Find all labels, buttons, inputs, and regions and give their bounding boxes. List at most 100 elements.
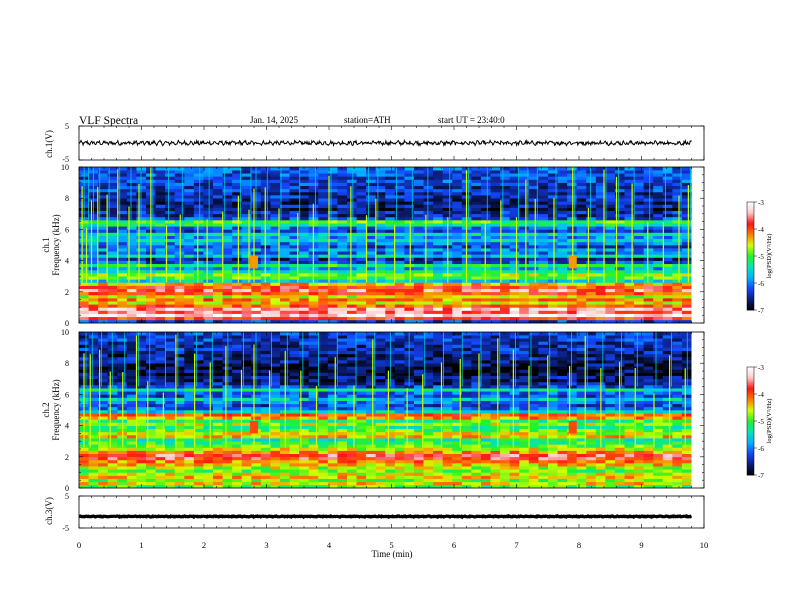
ch2-spectrogram-cell [88, 453, 99, 458]
ch1-spectrogram-cell [318, 220, 329, 224]
ch1-spectrogram-cell [165, 182, 176, 187]
ch1-spectrogram-cell [279, 226, 290, 230]
ch2-spectrogram-cell [528, 459, 539, 464]
ch2-spectrogram-cell [308, 456, 319, 461]
ch2-spectrogram-cell [653, 444, 664, 448]
ch1-spectrogram-cell [442, 291, 453, 296]
ch1-spectrogram-cell [366, 310, 377, 314]
ch2-spectrogram-cell [423, 481, 434, 486]
ch2-spectrogram-cell [653, 441, 664, 445]
ch1-spectrogram-cell [576, 282, 587, 286]
ch2-spectrogram-cell [519, 431, 530, 436]
ch1-spectrogram-cell [681, 260, 692, 265]
ch1-spectrogram-cell [653, 251, 664, 255]
ch1-spectrogram-cell [79, 248, 89, 252]
ch1-spectrogram-cell [98, 201, 109, 205]
ch1-spectrogram-cell [193, 201, 204, 205]
ch1-spectrogram-cell [576, 310, 587, 314]
ch2-spectrogram-cell [251, 475, 262, 479]
ch1-spectrogram-cell [595, 291, 606, 296]
ch2-spectrogram-cell [241, 422, 252, 426]
ch1-spectrogram-cell [165, 319, 176, 324]
ch1-spectrogram-cell [605, 276, 616, 280]
ch1-spectrogram-cell [576, 313, 587, 318]
ch2-spectrogram-cell [557, 469, 568, 473]
ch1-spectrogram-cell [653, 319, 664, 324]
ch1-spectrogram-cell [337, 223, 348, 227]
ch1-spectrogram-cell [88, 263, 99, 268]
ch1-spectrogram-cell [289, 245, 300, 249]
ch1-spectrogram-cell [662, 273, 673, 277]
ch1-spectrogram-cell [174, 185, 185, 190]
ch1-spectrogram-cell [241, 195, 252, 199]
ch1-spectrogram-cell [404, 170, 415, 174]
ch2-spectrogram-cell [576, 447, 587, 451]
ch2-spectrogram-cell [289, 478, 300, 483]
ch2-spectrogram-cell [681, 484, 692, 489]
ch1-spectrogram-cell [337, 285, 348, 289]
ch2-spectrogram-cell [452, 428, 463, 433]
ch1-spectrogram-cell [88, 288, 99, 293]
ch2-spectrogram-cell [643, 484, 654, 489]
ch1-spectrogram-cell [356, 245, 367, 249]
ch2-spectrogram-cell [145, 456, 156, 461]
ch2-spectrogram-cell [136, 425, 147, 430]
ch1-spectrogram-cell [643, 238, 654, 243]
ch2-spectrogram-cell [547, 447, 558, 451]
ch2-spectrogram-cell [509, 459, 520, 464]
ch2-spectrogram-cell [480, 422, 491, 426]
ch1-spectrogram-cell [346, 291, 357, 296]
ch2-spectrogram-cell [394, 453, 405, 458]
ch1-spectrogram-cell [270, 288, 281, 293]
ch2-spectrogram-cell [98, 434, 109, 439]
ch2-spectrogram-cell [576, 466, 587, 470]
ch2-spectrogram-cell [681, 422, 692, 426]
ch1-spectrogram-cell [184, 238, 195, 243]
ch1-spectrogram-cell [289, 198, 300, 202]
ch2-spectrogram-cell [79, 459, 89, 464]
ch1-spectrogram-cell [327, 241, 338, 246]
ch1-spectrogram-cell [385, 319, 396, 324]
ch1-spectrogram-cell [547, 204, 558, 208]
ch2-spectrogram-cell [289, 466, 300, 470]
ch2-spectrogram-cell [433, 484, 444, 489]
ch2-spectrogram-cell [79, 466, 89, 470]
ch2-spectrogram-cell [193, 425, 204, 430]
ch1-spectrogram-cell [375, 195, 386, 199]
ch2-spectrogram-cell [557, 459, 568, 464]
ch2-spectrogram-cell [346, 434, 357, 439]
ch1-spectrogram-cell [117, 182, 128, 187]
ch1-spectrogram-cell [595, 204, 606, 208]
ch2-spectrogram-cell [155, 469, 166, 473]
ch1-spectrogram-cell [385, 307, 396, 311]
ch1-spectrogram-cell [193, 195, 204, 199]
ch2-spectrogram-cell [509, 463, 520, 467]
ch1-spectrogram-cell [308, 191, 319, 196]
ch1-spectrogram-cell [509, 195, 520, 199]
ch2-spectrogram-cell [107, 425, 118, 430]
ch2-spectrogram-cell [356, 453, 367, 458]
ch1-spectrogram-cell [576, 319, 587, 324]
ch1-spectrogram-cell [203, 279, 214, 283]
ch2-spectrogram-cell [672, 438, 683, 442]
ch2-spectrogram-cell [346, 456, 357, 461]
ch1-spectrogram-cell [289, 185, 300, 190]
ch1-spectrogram-cell [203, 298, 214, 302]
ch1-spectrogram-cell [136, 307, 147, 311]
ch1-spectrogram-cell [653, 310, 664, 314]
ch2-spectrogram-cell [203, 447, 214, 451]
ch1-spectrogram-cell [337, 195, 348, 199]
ch2-spectrogram-cell [634, 450, 645, 454]
ch1-spectrogram-cell [79, 260, 89, 265]
ch1-spectrogram-cell [662, 285, 673, 289]
ch1-spectrogram-cell [184, 223, 195, 227]
ch2-spectrogram-cell [442, 428, 453, 433]
ch1-spectrogram-cell [471, 273, 482, 277]
ch1-spectrogram-cell [279, 191, 290, 196]
ch1-spectrogram-cell [614, 176, 625, 180]
ch1-spectrogram-cell [576, 210, 587, 215]
ch1-spectrogram-cell [653, 316, 664, 321]
ch1-spectrogram-cell [212, 273, 223, 277]
ch1-spectrogram-cell [318, 254, 329, 258]
ch1-spectrogram-cell [480, 245, 491, 249]
